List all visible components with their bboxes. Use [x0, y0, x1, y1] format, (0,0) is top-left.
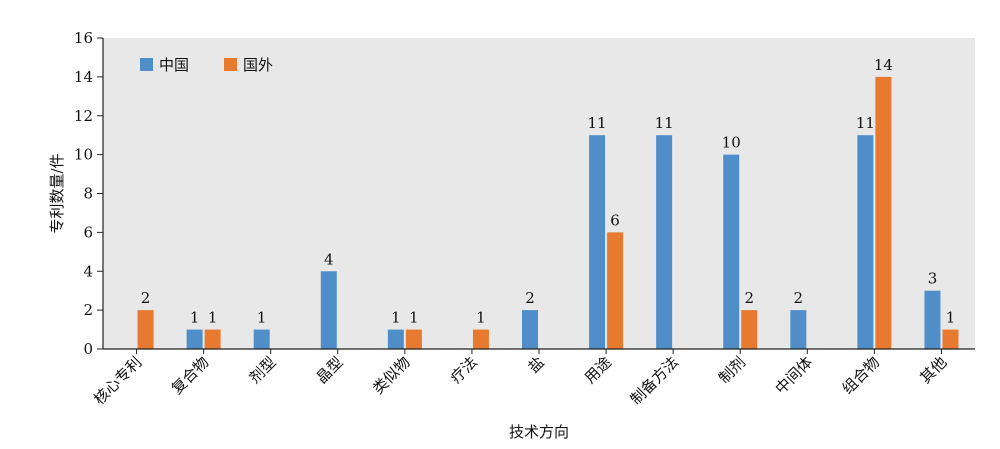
bar-china [387, 329, 404, 349]
legend-label: 中国 [159, 56, 189, 74]
x-tick-label: 类似物 [369, 353, 414, 398]
data-label: 1 [409, 309, 419, 327]
x-axis-title: 技术方向 [509, 423, 569, 441]
bar-china [320, 271, 337, 349]
bar-china [790, 310, 807, 349]
y-tick-label: 14 [74, 68, 93, 86]
y-tick-label: 2 [83, 301, 93, 319]
x-tick-label: 剂型 [246, 353, 280, 387]
y-tick-label: 0 [83, 340, 93, 358]
x-tick-label: 核心专利 [90, 353, 145, 408]
plot-area [103, 38, 975, 349]
x-tick-label: 盐 [524, 353, 547, 376]
bar-china [589, 135, 606, 349]
legend-label: 国外 [243, 56, 273, 74]
x-tick-label: 复合物 [168, 353, 213, 398]
y-tick-label: 8 [83, 185, 93, 203]
data-label: 1 [946, 309, 956, 327]
bar-foreign [942, 329, 959, 349]
data-label: 2 [525, 289, 535, 307]
bar-foreign [741, 310, 758, 349]
bar-china [656, 135, 673, 349]
bar-china [723, 154, 740, 349]
x-tick-label: 疗法 [447, 353, 481, 387]
data-label: 1 [257, 309, 267, 327]
bar-foreign [137, 310, 154, 349]
x-tick-label: 其他 [916, 353, 950, 387]
legend-swatch [140, 58, 153, 71]
bar-foreign [875, 76, 892, 349]
bar-foreign [472, 329, 489, 349]
y-tick-label: 6 [83, 223, 93, 241]
data-label: 11 [588, 114, 607, 132]
data-label: 1 [476, 309, 486, 327]
bar-foreign [607, 232, 624, 349]
data-label: 1 [208, 309, 218, 327]
data-label: 2 [744, 289, 754, 307]
data-label: 1 [391, 309, 401, 327]
y-axis-title: 专利数量/件 [48, 153, 66, 233]
x-tick-label: 组合物 [839, 353, 884, 398]
y-tick-label: 16 [74, 29, 93, 47]
bar-china [924, 290, 941, 349]
data-label: 6 [610, 211, 620, 229]
x-tick-label: 用途 [581, 353, 615, 387]
x-tick-label: 制剂 [715, 353, 749, 387]
data-label: 11 [655, 114, 674, 132]
data-label: 11 [856, 114, 875, 132]
data-label: 2 [141, 289, 151, 307]
bar-china [253, 329, 270, 349]
bar-china [186, 329, 203, 349]
x-tick-label: 中间体 [772, 353, 817, 398]
bar-foreign [204, 329, 221, 349]
data-label: 14 [874, 56, 893, 74]
x-tick-label: 制备方法 [627, 353, 682, 408]
data-label: 10 [722, 134, 741, 152]
y-tick-label: 10 [74, 146, 93, 164]
y-tick-label: 4 [83, 262, 93, 280]
y-tick-label: 12 [74, 107, 93, 125]
data-label: 3 [928, 270, 938, 288]
data-label: 1 [190, 309, 200, 327]
x-tick-label: 晶型 [313, 353, 347, 387]
bar-china [857, 135, 874, 349]
bar-foreign [405, 329, 422, 349]
data-label: 4 [324, 250, 334, 268]
data-label: 2 [794, 289, 804, 307]
legend-swatch [224, 58, 237, 71]
bar-china [522, 310, 538, 349]
